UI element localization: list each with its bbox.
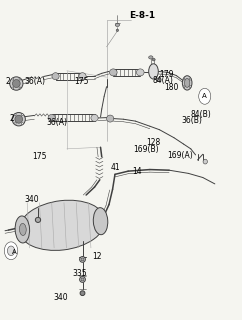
- Text: 180: 180: [164, 83, 179, 92]
- Ellipse shape: [109, 69, 117, 76]
- Text: 41: 41: [110, 163, 120, 172]
- Text: 179: 179: [159, 70, 174, 79]
- Text: 84(B): 84(B): [191, 110, 212, 119]
- Text: 36(B): 36(B): [181, 116, 202, 125]
- Ellipse shape: [136, 69, 144, 76]
- Ellipse shape: [183, 86, 185, 88]
- Ellipse shape: [52, 73, 59, 80]
- Circle shape: [8, 246, 15, 256]
- Ellipse shape: [81, 278, 84, 281]
- Text: 36(A): 36(A): [25, 77, 46, 86]
- Ellipse shape: [15, 216, 30, 243]
- Ellipse shape: [13, 80, 20, 87]
- Text: 340: 340: [54, 293, 68, 302]
- Ellipse shape: [48, 115, 55, 122]
- Ellipse shape: [19, 78, 21, 80]
- Text: 12: 12: [92, 252, 102, 261]
- Ellipse shape: [80, 276, 85, 282]
- Ellipse shape: [12, 78, 14, 80]
- Text: A: A: [12, 249, 17, 255]
- Text: 169(A): 169(A): [167, 151, 192, 160]
- Ellipse shape: [184, 78, 190, 87]
- Ellipse shape: [12, 113, 25, 126]
- Ellipse shape: [189, 78, 191, 80]
- Text: 36(A): 36(A): [46, 118, 68, 127]
- Circle shape: [4, 242, 18, 260]
- Ellipse shape: [116, 29, 119, 31]
- Text: 169(B): 169(B): [133, 145, 159, 154]
- Ellipse shape: [12, 87, 14, 89]
- Ellipse shape: [21, 114, 23, 116]
- Text: 2: 2: [6, 77, 10, 86]
- Text: 175: 175: [32, 152, 46, 161]
- Text: E-8-1: E-8-1: [129, 11, 156, 20]
- Text: 14: 14: [132, 167, 142, 176]
- Text: 84(A): 84(A): [152, 76, 173, 85]
- Ellipse shape: [19, 87, 21, 89]
- Ellipse shape: [35, 217, 41, 222]
- Ellipse shape: [91, 115, 98, 122]
- Ellipse shape: [106, 115, 114, 122]
- Text: A: A: [202, 93, 207, 99]
- Ellipse shape: [10, 77, 23, 90]
- Text: 175: 175: [74, 77, 89, 86]
- Ellipse shape: [183, 78, 185, 80]
- Ellipse shape: [189, 86, 191, 88]
- Ellipse shape: [15, 115, 23, 123]
- Ellipse shape: [149, 64, 158, 79]
- Text: 128: 128: [146, 138, 160, 147]
- Ellipse shape: [203, 159, 207, 164]
- Ellipse shape: [152, 58, 155, 61]
- Ellipse shape: [14, 114, 16, 116]
- Ellipse shape: [19, 200, 105, 251]
- Text: 340: 340: [25, 195, 39, 204]
- Circle shape: [199, 88, 211, 104]
- Ellipse shape: [14, 123, 16, 124]
- Ellipse shape: [115, 23, 120, 27]
- Text: 335: 335: [73, 269, 88, 278]
- Ellipse shape: [81, 258, 84, 261]
- Ellipse shape: [80, 257, 85, 262]
- Ellipse shape: [157, 78, 161, 82]
- Ellipse shape: [19, 223, 26, 236]
- Ellipse shape: [182, 76, 192, 90]
- Ellipse shape: [79, 73, 86, 80]
- Ellipse shape: [80, 291, 85, 296]
- Ellipse shape: [21, 123, 23, 124]
- Text: 2: 2: [9, 114, 14, 123]
- Ellipse shape: [149, 56, 153, 59]
- Ellipse shape: [93, 208, 108, 235]
